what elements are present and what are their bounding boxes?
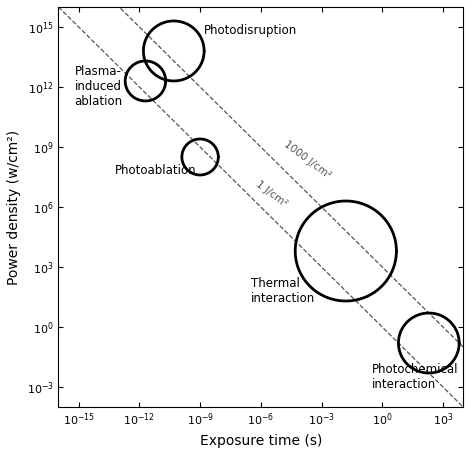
Text: 1000 J/cm²: 1000 J/cm² xyxy=(282,139,333,181)
Text: Photochemical
interaction: Photochemical interaction xyxy=(372,363,459,391)
Text: Photoablation: Photoablation xyxy=(115,165,197,177)
Text: 1 J/cm²: 1 J/cm² xyxy=(254,179,289,209)
Text: Plasma-
induced
ablation: Plasma- induced ablation xyxy=(74,66,123,108)
Text: Photodisruption: Photodisruption xyxy=(204,25,297,37)
X-axis label: Exposure time (s): Exposure time (s) xyxy=(200,434,322,448)
Y-axis label: Power density (w/cm²): Power density (w/cm²) xyxy=(7,129,21,284)
Text: Thermal
interaction: Thermal interaction xyxy=(251,277,315,305)
